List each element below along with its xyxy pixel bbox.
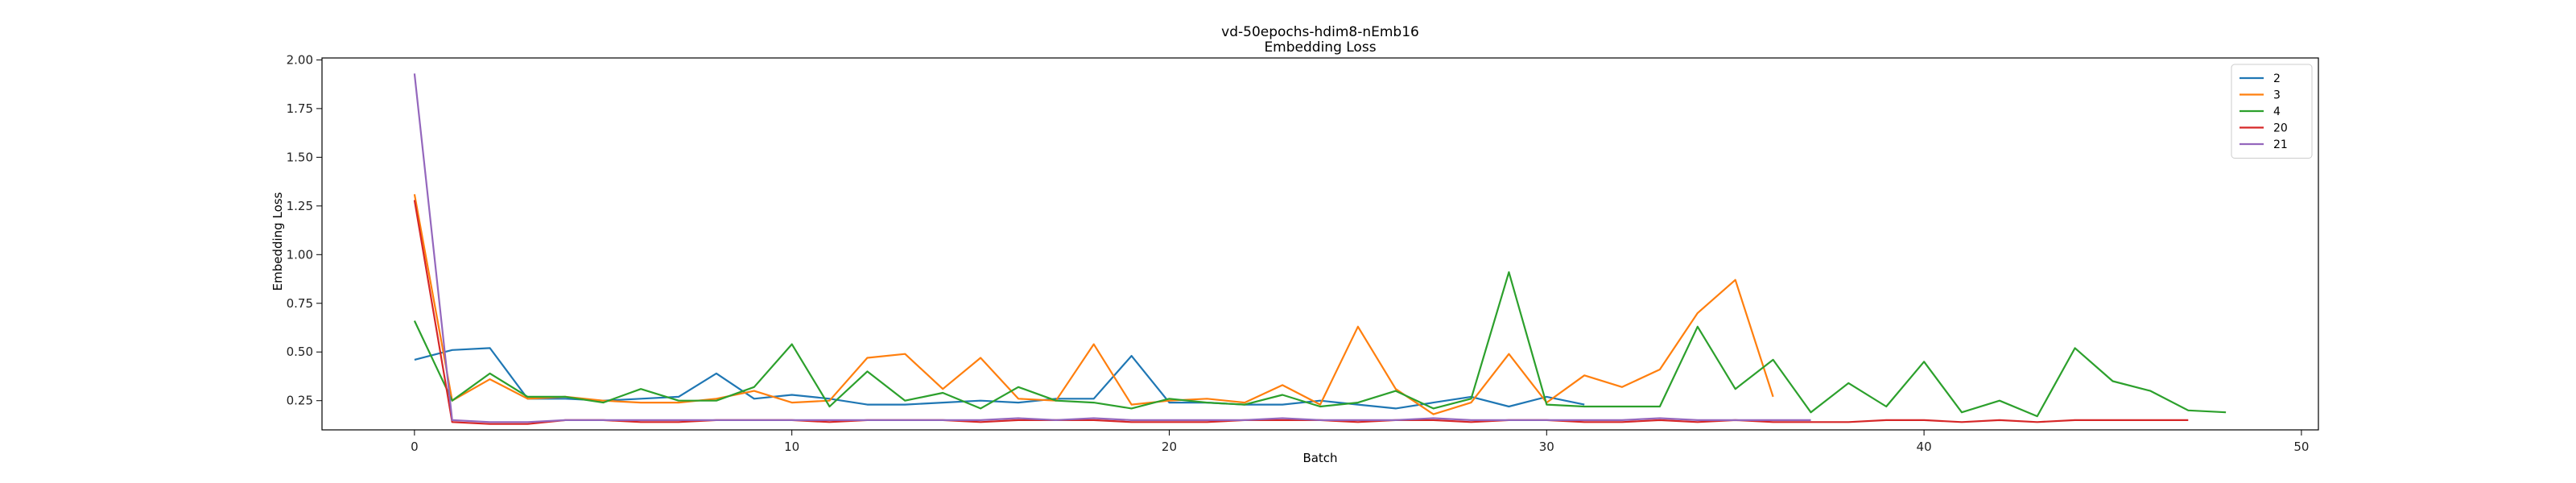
series-line-20	[413, 200, 2189, 425]
series-layer	[413, 73, 2227, 425]
y-tick-label: 0.75	[287, 296, 313, 311]
y-tick-label: 1.50	[287, 150, 313, 164]
legend-label-20: 20	[2273, 122, 2288, 135]
x-axis-ticks: 0 10 20 30 40 50	[411, 430, 2309, 454]
legend-label-3: 3	[2273, 89, 2281, 102]
legend-label-4: 4	[2273, 105, 2281, 118]
x-axis-label: Batch	[1302, 451, 1337, 465]
x-tick-label: 10	[784, 440, 799, 454]
y-tick-label: 0.50	[287, 345, 313, 359]
series-line-3	[413, 194, 1774, 415]
chart-subtitle: Embedding Loss	[1264, 39, 1376, 56]
legend-label-2: 2	[2273, 72, 2281, 85]
x-tick-label: 40	[1917, 440, 1932, 454]
y-tick-label: 2.00	[287, 52, 313, 67]
series-line-4	[413, 271, 2227, 418]
x-tick-label: 30	[1539, 440, 1554, 454]
y-tick-label: 1.25	[287, 199, 313, 213]
y-tick-label: 1.00	[287, 247, 313, 262]
y-tick-label: 1.75	[287, 101, 313, 116]
legend-box	[2231, 64, 2313, 159]
legend: 2 3 4 20 21	[2231, 64, 2313, 159]
series-line-21	[413, 73, 1811, 423]
y-axis-label: Embedding Loss	[270, 192, 285, 291]
y-tick-label: 0.25	[287, 394, 313, 408]
x-tick-label: 0	[411, 440, 419, 454]
x-tick-label: 20	[1162, 440, 1177, 454]
y-axis-ticks: 0.25 0.50 0.75 1.00 1.25 1.50 1.75 2.00	[287, 52, 322, 408]
legend-label-21: 21	[2273, 138, 2288, 151]
x-tick-label: 50	[2293, 440, 2309, 454]
plot-frame	[321, 57, 2319, 431]
chart-title: vd-50epochs-hdim8-nEmb16	[1221, 24, 1419, 40]
